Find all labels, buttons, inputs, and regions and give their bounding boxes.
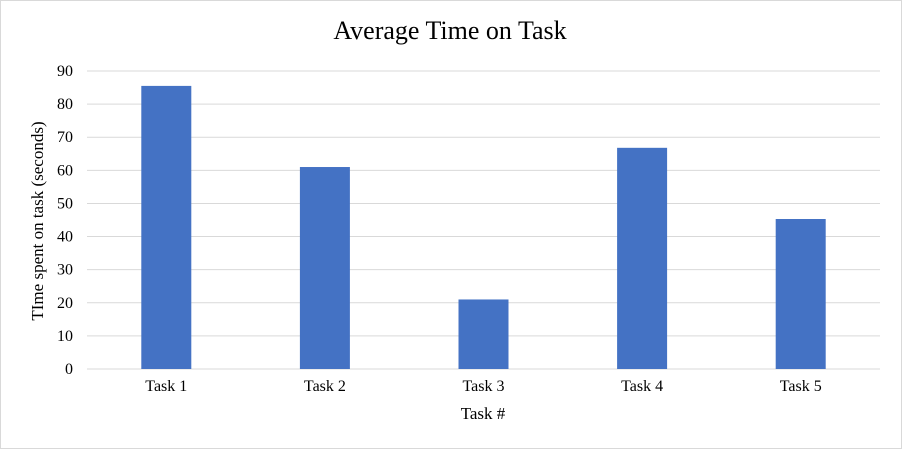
x-tick-label: Task 2 (304, 378, 346, 395)
y-tick-label: 40 (57, 229, 73, 246)
x-tick-labels: Task 1 Task 2 Task 3 Task 4 Task 5 (145, 378, 821, 395)
y-tick-label: 80 (57, 96, 73, 113)
x-tick-label: Task 5 (780, 378, 822, 395)
y-tick-label: 10 (57, 328, 73, 345)
y-tick-label: 20 (57, 295, 73, 312)
bars (141, 85, 826, 370)
chart-title: Average Time on Task (333, 16, 566, 45)
bar-task-4 (617, 147, 668, 369)
x-tick-label: Task 3 (463, 378, 505, 395)
y-tick-label: 60 (57, 162, 73, 179)
y-tick-label: 90 (57, 63, 73, 80)
gridlines (87, 70, 880, 370)
x-axis-label: Task # (461, 404, 506, 423)
y-tick-label: 0 (65, 361, 73, 378)
y-tick-label: 50 (57, 195, 73, 212)
y-tick-labels: 0 10 20 30 40 50 60 70 80 90 (57, 63, 73, 378)
bar-task-1 (141, 85, 192, 370)
bar-task-3 (458, 299, 509, 369)
y-tick-label: 30 (57, 262, 73, 279)
y-tick-label: 70 (57, 129, 73, 146)
bar-task-2 (299, 167, 350, 369)
x-tick-label: Task 1 (145, 378, 187, 395)
bar-task-5 (775, 219, 826, 369)
y-axis-label: TIme spent on task (seconds) (28, 121, 47, 320)
x-tick-label: Task 4 (621, 378, 663, 395)
